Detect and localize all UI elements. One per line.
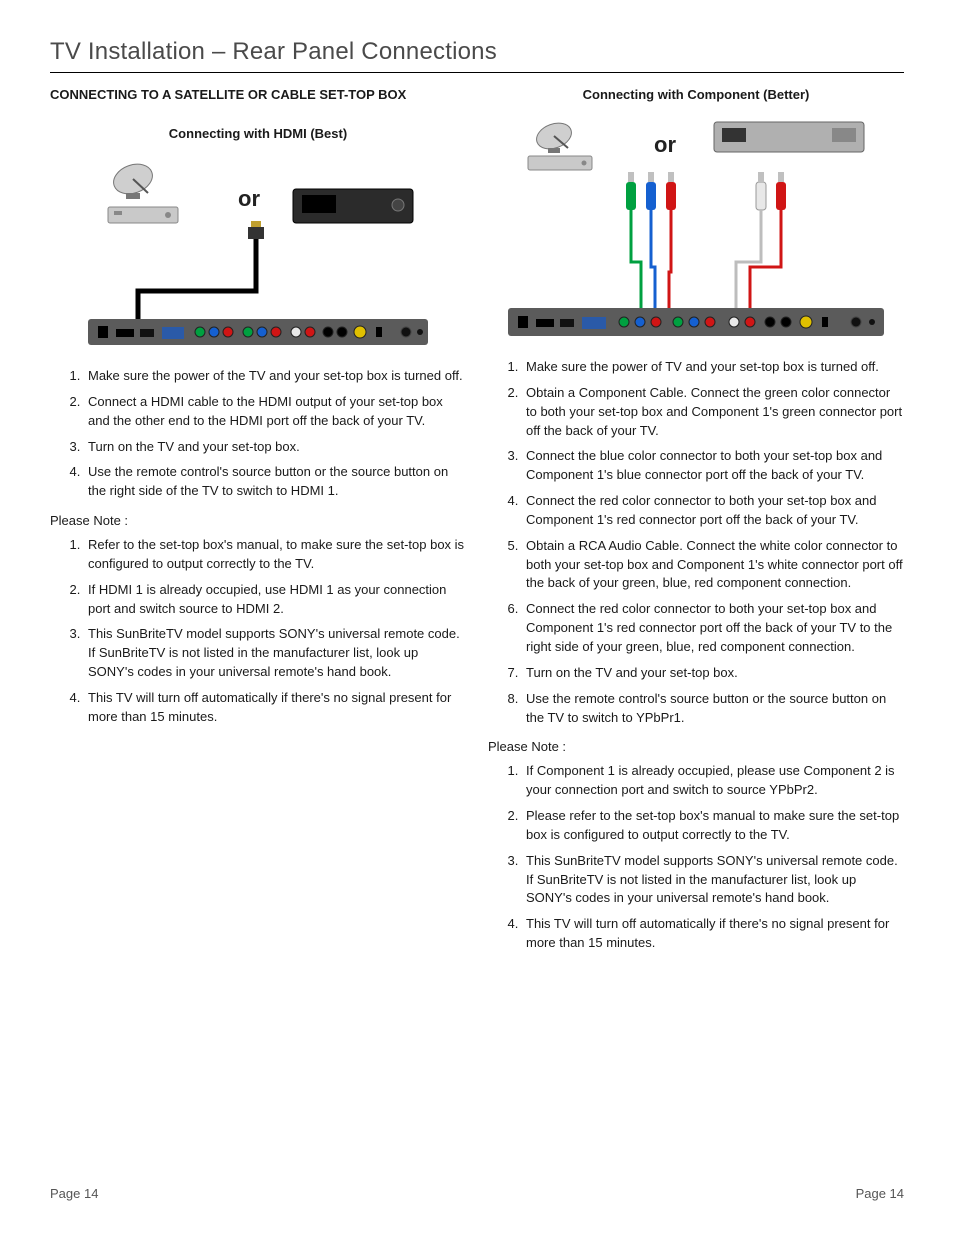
- sat-receiver-icon: [528, 156, 592, 170]
- list-item: Make sure the power of the TV and your s…: [84, 367, 466, 386]
- or-label: or: [238, 186, 260, 211]
- list-item: This SunBriteTV model supports SONY's un…: [522, 852, 904, 909]
- hdmi-cable-icon: [138, 221, 264, 321]
- right-subheading: Connecting with Component (Better): [488, 87, 904, 102]
- list-item: Use the remote control's source button o…: [522, 690, 904, 728]
- list-item: Turn on the TV and your set-top box.: [84, 438, 466, 457]
- sat-receiver-icon: [108, 207, 178, 223]
- left-column: CONNECTING TO A SATELLITE OR CABLE SET-T…: [50, 87, 466, 965]
- right-column: Connecting with Component (Better): [488, 87, 904, 965]
- hdmi-diagram: or: [50, 151, 466, 351]
- component-diagram: or: [488, 112, 904, 342]
- cable-box-icon: [293, 189, 413, 223]
- left-subheading: Connecting with HDMI (Best): [50, 126, 466, 141]
- list-item: Refer to the set-top box's manual, to ma…: [84, 536, 466, 574]
- right-notes: If Component 1 is already occupied, plea…: [488, 762, 904, 953]
- left-notes: Refer to the set-top box's manual, to ma…: [50, 536, 466, 727]
- right-steps: Make sure the power of TV and your set-t…: [488, 358, 904, 727]
- page-title: TV Installation – Rear Panel Connections: [50, 38, 904, 66]
- list-item: If HDMI 1 is already occupied, use HDMI …: [84, 581, 466, 619]
- list-item: Connect the red color connector to both …: [522, 600, 904, 657]
- list-item: Use the remote control's source button o…: [84, 463, 466, 501]
- component-cables-icon: [631, 210, 781, 310]
- or-label: or: [654, 132, 676, 157]
- rear-panel-icon: [508, 308, 884, 336]
- columns: CONNECTING TO A SATELLITE OR CABLE SET-T…: [50, 87, 904, 965]
- page: TV Installation – Rear Panel Connections…: [0, 0, 954, 1235]
- list-item: This SunBriteTV model supports SONY's un…: [84, 625, 466, 682]
- list-item: Connect a HDMI cable to the HDMI output …: [84, 393, 466, 431]
- footer: Page 14 Page 14: [50, 1186, 904, 1201]
- footer-right: Page 14: [856, 1186, 904, 1201]
- left-heading: CONNECTING TO A SATELLITE OR CABLE SET-T…: [50, 87, 466, 102]
- list-item: If Component 1 is already occupied, plea…: [522, 762, 904, 800]
- list-item: Obtain a Component Cable. Connect the gr…: [522, 384, 904, 441]
- list-item: Connect the red color connector to both …: [522, 492, 904, 530]
- list-item: Turn on the TV and your set-top box.: [522, 664, 904, 683]
- cable-box-icon: [714, 122, 864, 152]
- title-rule: [50, 72, 904, 73]
- satellite-dish-icon: [533, 119, 575, 154]
- audio-plugs-icon: [756, 172, 786, 210]
- list-item: Connect the blue color connector to both…: [522, 447, 904, 485]
- rear-panel-icon: [88, 319, 428, 345]
- component-plugs-icon: [626, 172, 676, 210]
- list-item: Make sure the power of TV and your set-t…: [522, 358, 904, 377]
- right-note-label: Please Note :: [488, 739, 904, 754]
- left-steps: Make sure the power of the TV and your s…: [50, 367, 466, 501]
- satellite-dish-icon: [109, 159, 156, 199]
- left-note-label: Please Note :: [50, 513, 466, 528]
- footer-left: Page 14: [50, 1186, 98, 1201]
- list-item: This TV will turn off automatically if t…: [84, 689, 466, 727]
- list-item: Please refer to the set-top box's manual…: [522, 807, 904, 845]
- list-item: This TV will turn off automatically if t…: [522, 915, 904, 953]
- list-item: Obtain a RCA Audio Cable. Connect the wh…: [522, 537, 904, 594]
